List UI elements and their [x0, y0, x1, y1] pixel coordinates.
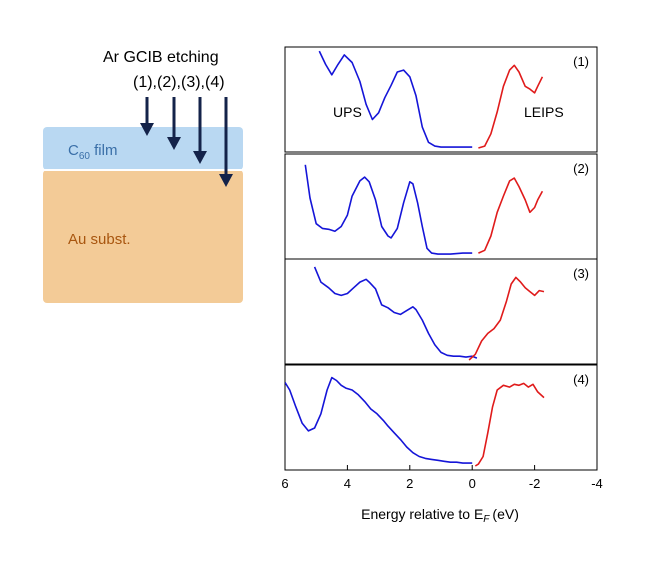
film-label-subscript: 60 — [79, 151, 91, 162]
x-axis: 6 4 2 0 -2 -4 — [281, 465, 603, 491]
panel-label: (2) — [573, 161, 589, 176]
substrate-label: Au subst. — [68, 231, 131, 248]
leips-spectrum-line — [478, 177, 544, 254]
ups-spectrum-line — [285, 376, 473, 464]
panel-frame — [284, 364, 598, 471]
x-tick-label: 4 — [344, 476, 351, 491]
film-label: C60 film — [68, 142, 117, 162]
ups-label: UPS — [333, 104, 362, 120]
arrow-step-4 — [219, 97, 233, 187]
panel-frame — [284, 258, 598, 365]
schematic-title: Ar GCIB etching — [103, 49, 219, 66]
arrow-step-3 — [193, 97, 207, 164]
panel-4: (4) — [284, 364, 598, 471]
x-tick-label: 0 — [469, 476, 476, 491]
schematic-steps: (1),(2),(3),(4) — [133, 74, 225, 91]
x-axis-title-subscript: F — [483, 514, 490, 525]
x-tick-label: 6 — [281, 476, 288, 491]
x-axis-title: Energy relative to EF (eV) — [361, 506, 519, 525]
x-axis-title-suffix: (eV) — [492, 506, 518, 522]
panel-label: (3) — [573, 266, 589, 281]
ups-spectrum-line — [313, 266, 478, 359]
x-tick-label: -2 — [529, 476, 541, 491]
leips-spectrum-line — [474, 382, 545, 467]
panel-label: (1) — [573, 54, 589, 69]
spectra-panels: (1) (2) (3) (4) — [284, 46, 598, 471]
ups-spectrum-line — [304, 164, 473, 255]
ups-spectrum-line — [318, 50, 473, 148]
arrow-step-1 — [140, 97, 154, 136]
substrate-block — [43, 170, 243, 303]
leips-spectrum-line — [478, 64, 544, 149]
x-tick-label: 2 — [406, 476, 413, 491]
etching-arrows — [140, 97, 233, 187]
panel-frame — [284, 46, 598, 153]
film-label-suffix: film — [90, 142, 118, 159]
panel-1: (1) — [284, 46, 598, 153]
panel-2: (2) — [284, 153, 598, 260]
panel-3: (3) — [284, 258, 598, 365]
panel-frame — [284, 153, 598, 260]
spectra-chart: (1) (2) (3) (4) 6 4 2 0 -2 -4 UPS LEIPS Energy r… — [281, 46, 603, 525]
arrow-step-2 — [167, 97, 181, 150]
panel-label: (4) — [573, 372, 589, 387]
leips-spectrum-line — [468, 276, 545, 361]
leips-label: LEIPS — [524, 104, 564, 120]
etching-schematic: Ar GCIB etching (1),(2),(3),(4) C60 film… — [43, 49, 243, 303]
film-layer — [43, 127, 243, 170]
x-tick-label: -4 — [591, 476, 603, 491]
